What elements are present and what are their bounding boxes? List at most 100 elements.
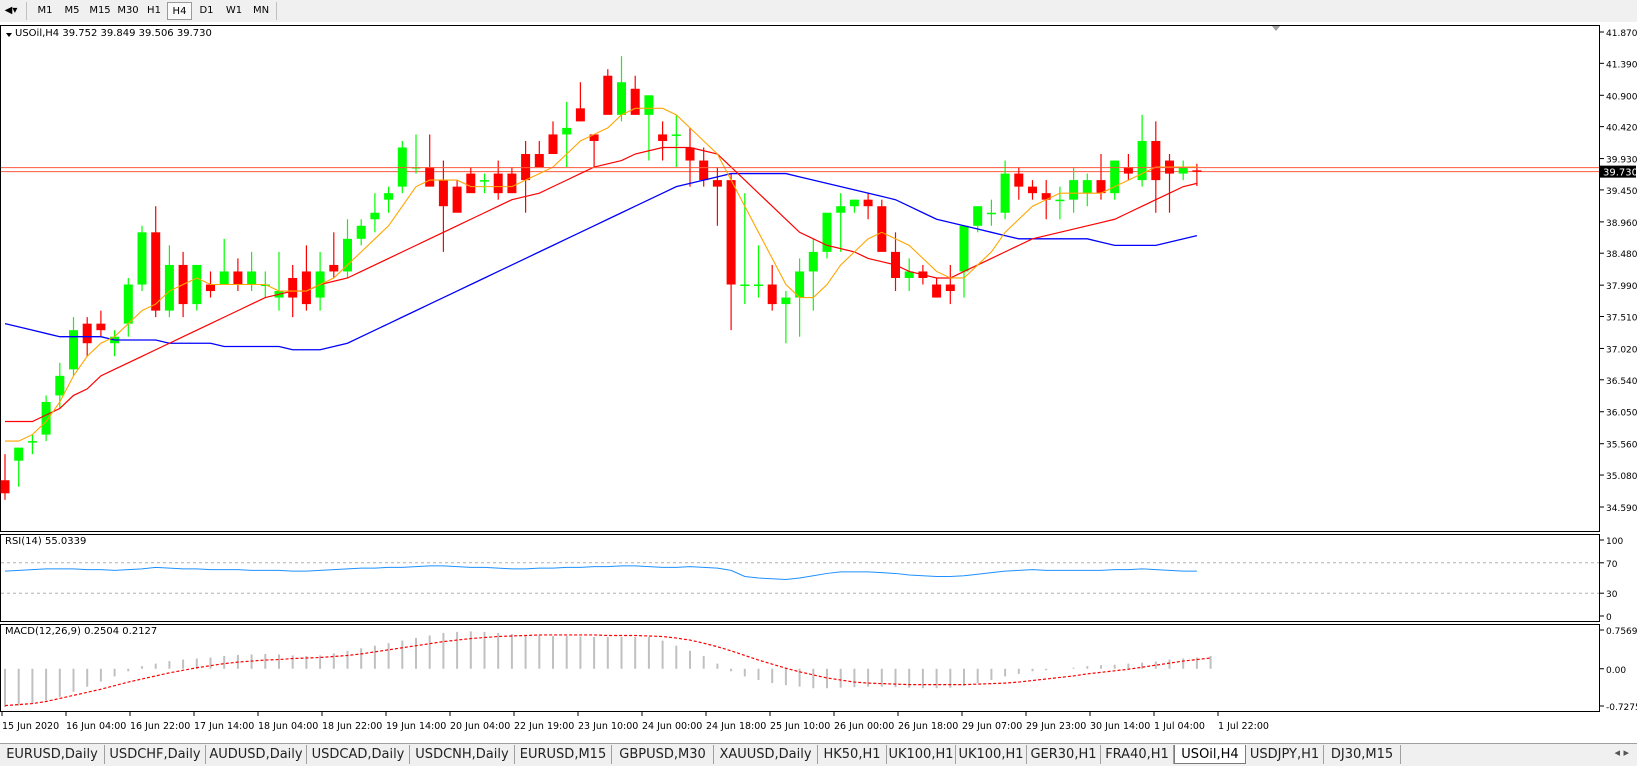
- candle-body: [808, 251, 818, 272]
- price-tick-label: 40.420: [1606, 124, 1637, 134]
- timeframe-m1-button[interactable]: M1: [37, 5, 53, 16]
- candle: [877, 199, 887, 252]
- timeframe-m30-button[interactable]: M30: [117, 5, 139, 16]
- candle: [356, 219, 366, 246]
- candle: [726, 173, 736, 331]
- chart-tab[interactable]: DJ30,M15: [1324, 745, 1401, 764]
- candle-body: [425, 167, 435, 187]
- chart-shift-marker-icon[interactable]: [1272, 26, 1280, 31]
- candle-body: [795, 271, 805, 298]
- candle-body: [192, 264, 202, 305]
- candle: [863, 193, 873, 220]
- candle: [507, 167, 517, 194]
- candle-body: [767, 284, 777, 305]
- current-price-tag: 39.730: [1600, 165, 1637, 179]
- chart-tab[interactable]: EURUSD,M15: [515, 745, 612, 764]
- candle: [932, 277, 942, 298]
- chart-tab[interactable]: UK100,H1: [956, 745, 1027, 764]
- moving-average-fast: [5, 107, 1197, 442]
- candlesticks: [0, 56, 1202, 500]
- macd-histogram: 0.7569 0.00 -0.7275: [4, 627, 1637, 713]
- symbol-menu-arrow-icon[interactable]: [6, 33, 12, 37]
- chart-tab[interactable]: AUDUSD,Daily: [206, 745, 307, 764]
- chart-tab[interactable]: GBPUSD,M30: [612, 745, 714, 764]
- candle: [384, 186, 394, 213]
- price-tick-label: 38.480: [1606, 250, 1637, 260]
- chart-tab[interactable]: USDJPY,H1: [1246, 745, 1324, 764]
- macd-panel-frame: [0, 624, 1600, 712]
- time-tick-label: 24 Jun 18:00: [706, 721, 766, 732]
- candle-body: [466, 173, 476, 194]
- candle: [671, 114, 681, 168]
- chart-tab[interactable]: USDCAD,Daily: [307, 745, 410, 764]
- chart-tab[interactable]: EURUSD,Daily: [0, 745, 105, 764]
- candle: [1123, 154, 1133, 181]
- chart-tab[interactable]: USDCHF,Daily: [105, 745, 206, 764]
- timeframe-h4-button[interactable]: H4: [167, 2, 192, 20]
- candle: [1137, 114, 1147, 187]
- toolbar-separator: [26, 2, 27, 20]
- chart-tab[interactable]: FRA40,H1: [1101, 745, 1174, 764]
- chart-window[interactable]: 41.870 41.390 40.900 40.420 39.930 39.450 38.9…: [0, 22, 1637, 743]
- candle: [425, 134, 435, 187]
- candle: [466, 167, 476, 194]
- rsi-tick-label: 30: [1606, 590, 1618, 600]
- candle-body: [932, 284, 942, 298]
- drawing-tools-dropdown-icon[interactable]: ◀▾: [4, 5, 18, 16]
- candle-body: [164, 264, 174, 311]
- candle-body: [534, 154, 544, 168]
- timeframe-d1-button[interactable]: D1: [199, 5, 214, 16]
- timeframe-m5-button[interactable]: M5: [64, 5, 80, 16]
- candle: [69, 317, 78, 376]
- chart-tab[interactable]: USDCNH,Daily: [410, 745, 515, 764]
- candle-body: [740, 284, 750, 287]
- price-tick-label: 35.080: [1606, 472, 1637, 482]
- rsi-header: RSI(14) 55.0339: [5, 536, 86, 547]
- candle: [562, 101, 572, 168]
- chart-tab[interactable]: USOil,H4: [1174, 745, 1246, 764]
- candle-body: [247, 271, 257, 285]
- candle: [1028, 180, 1037, 200]
- candle: [1096, 154, 1106, 200]
- time-tick-label: 23 Jun 10:00: [578, 721, 638, 732]
- timeframe-w1-button[interactable]: W1: [225, 5, 243, 16]
- rsi-tick-label: 0: [1606, 613, 1612, 623]
- candle-body: [644, 95, 654, 115]
- macd-header: MACD(12,26,9) 0.2504 0.2127: [5, 626, 157, 637]
- candle-body: [1041, 193, 1051, 200]
- candle-body: [384, 193, 394, 200]
- toolbar-separator: [276, 2, 277, 20]
- candle-body: [945, 284, 955, 292]
- candle: [1069, 167, 1079, 213]
- time-tick-label: 22 Jun 19:00: [514, 721, 574, 732]
- chart-tab[interactable]: GER30,H1: [1027, 745, 1101, 764]
- macd-tick-label: 0.00: [1606, 666, 1626, 676]
- time-axis: 15 Jun 2020 16 Jun 04:00 16 Jun 22:00 17 Ju…: [1, 712, 1269, 732]
- candle: [397, 140, 407, 194]
- candle-body: [822, 212, 832, 252]
- chart-tab[interactable]: HK50,H1: [818, 745, 887, 764]
- timeframe-m15-button[interactable]: M15: [89, 5, 111, 16]
- candle: [603, 69, 613, 115]
- chart-tab[interactable]: XAUUSD,Daily: [714, 745, 818, 764]
- chart-tab[interactable]: UK100,H1: [887, 745, 956, 764]
- time-tick-label: 16 Jun 22:00: [130, 721, 190, 732]
- candle-body: [1123, 167, 1133, 174]
- candle-body: [151, 232, 161, 311]
- candle-body: [96, 323, 106, 331]
- candle: [329, 232, 339, 278]
- price-tick-label: 41.390: [1606, 60, 1637, 70]
- candle: [233, 258, 243, 292]
- timeframe-h1-button[interactable]: H1: [147, 5, 161, 16]
- candle: [164, 245, 174, 318]
- candle: [1178, 160, 1188, 181]
- tab-scroll-arrows-icon[interactable]: ◂ ▸: [1614, 746, 1629, 759]
- candle-body: [1028, 186, 1037, 194]
- candle-body: [1014, 173, 1024, 187]
- candle: [370, 193, 380, 233]
- price-tick-label: 37.990: [1606, 282, 1637, 292]
- candle-body: [55, 375, 65, 396]
- candle: [192, 264, 202, 311]
- timeframe-mn-button[interactable]: MN: [252, 5, 270, 16]
- time-tick-label: 19 Jun 14:00: [386, 721, 446, 732]
